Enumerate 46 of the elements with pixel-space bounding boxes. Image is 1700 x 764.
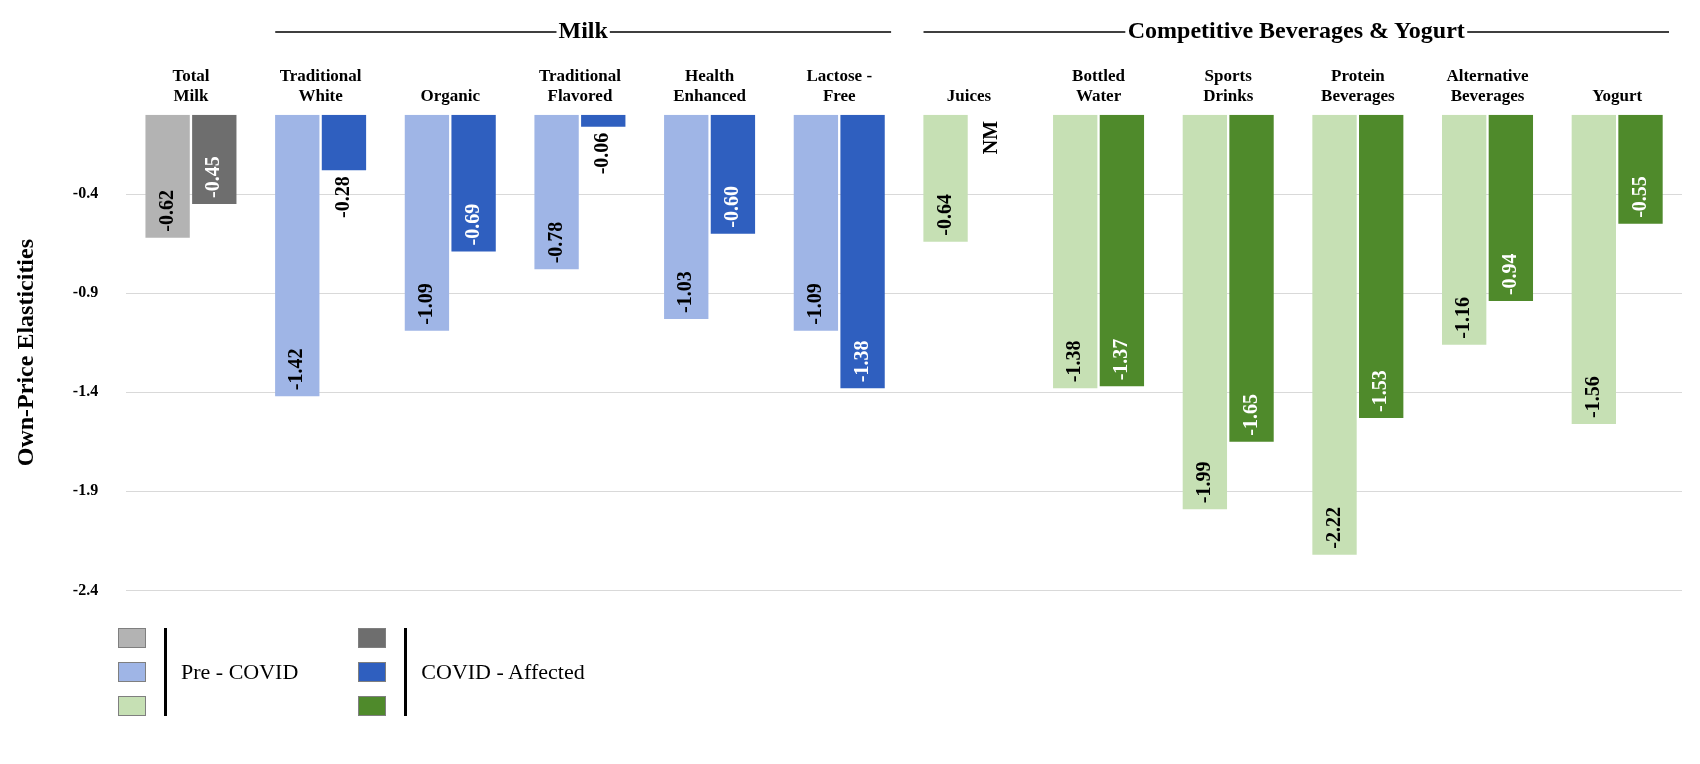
data-label: -0.69 bbox=[460, 203, 483, 246]
data-label: -0.64 bbox=[932, 193, 955, 236]
x-tick-label: Traditional White bbox=[279, 65, 362, 105]
data-label: -0.45 bbox=[201, 156, 224, 198]
data-label: -1.56 bbox=[1581, 376, 1604, 418]
x-tick-label: Yogurt bbox=[1592, 85, 1643, 105]
y-tick-label: -0.4 bbox=[72, 184, 99, 202]
y-axis-title: Own-Price Elasticities bbox=[11, 238, 38, 467]
y-tick-label: -0.9 bbox=[72, 283, 99, 301]
data-label: -1.09 bbox=[803, 283, 826, 325]
data-label: -1.65 bbox=[1238, 394, 1261, 436]
x-tick-label: Total Milk bbox=[172, 65, 210, 105]
data-label: -0.62 bbox=[154, 189, 177, 232]
data-label: -0.55 bbox=[1627, 176, 1650, 218]
data-label: -1.38 bbox=[1062, 340, 1085, 383]
data-label: -1.53 bbox=[1368, 370, 1391, 412]
data-label: -1.99 bbox=[1192, 461, 1215, 504]
y-tick-label: -2.4 bbox=[72, 580, 99, 598]
data-label: -1.09 bbox=[414, 283, 437, 325]
data-label: -1.37 bbox=[1109, 338, 1132, 381]
y-tick-label: -1.9 bbox=[72, 481, 99, 499]
legend-label: COVID - Affected bbox=[421, 659, 585, 685]
text: NM bbox=[979, 120, 1002, 155]
data-label: -1.03 bbox=[673, 271, 696, 313]
text: Competitive Beverages & Yogurt bbox=[1127, 17, 1465, 44]
x-tick-label: Juices bbox=[946, 85, 992, 105]
data-label: -0.78 bbox=[543, 221, 566, 264]
text: Milk bbox=[558, 17, 609, 44]
x-tick-label: Organic bbox=[420, 85, 481, 105]
data-label: -0.94 bbox=[1498, 253, 1521, 296]
x-tick-label: Alternative Beverages bbox=[1446, 65, 1530, 105]
data-label: -1.16 bbox=[1451, 297, 1474, 339]
x-tick-label: Sports Drinks bbox=[1203, 65, 1254, 105]
x-tick-label: Protein Beverages bbox=[1321, 65, 1396, 105]
x-tick-label: Bottled Water bbox=[1072, 65, 1126, 105]
data-label: -0.60 bbox=[720, 186, 743, 228]
data-label: -1.42 bbox=[284, 348, 307, 391]
x-tick-label: Health Enhanced bbox=[673, 65, 747, 105]
data-label: -1.38 bbox=[849, 340, 872, 383]
data-label: -0.06 bbox=[590, 132, 613, 175]
legend-label: Pre - COVID bbox=[181, 659, 299, 685]
y-tick-label: -1.4 bbox=[72, 382, 99, 400]
data-label: -0.28 bbox=[331, 176, 354, 218]
data-label: -2.22 bbox=[1321, 507, 1344, 549]
x-tick-label: Lactose - Free bbox=[806, 65, 873, 105]
x-tick-label: Traditional Flavored bbox=[538, 65, 622, 105]
